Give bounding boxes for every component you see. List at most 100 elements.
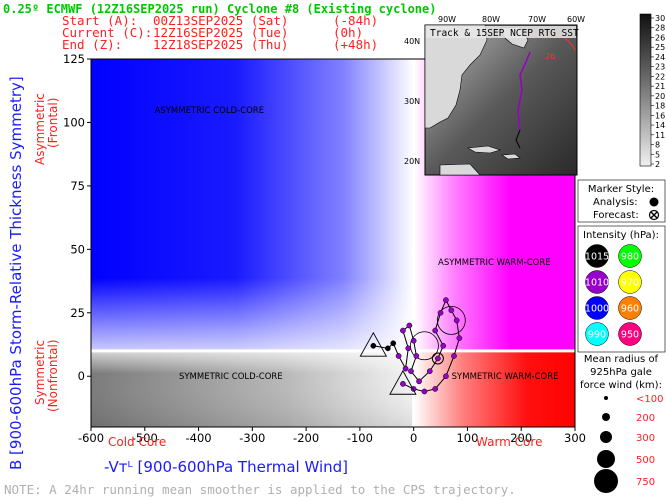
trajectory-segment [402,330,409,349]
end-label: End (Z): [62,37,122,52]
intensity-title: Intensity (hPa): [583,230,659,241]
trajectory-point [443,373,449,380]
region-label: SYMMETRIC WARM-CORE [452,372,559,382]
trajectory-segment [434,312,442,331]
trajectory-segment [434,330,444,347]
colorbar-tick-label: 30 [655,14,665,23]
trajectory-point [432,386,439,392]
radius-label: 750 [636,477,655,488]
intensity-swatch [618,270,642,294]
radius-label: <100 [636,394,663,405]
trajectory-point [400,327,406,334]
start-time: 00Z13SEP2025 (Sat) [153,13,288,28]
x-tick-label: -500 [132,431,158,445]
y-tick-label: 75 [70,179,85,193]
current-time: 12Z16SEP2025 (Tue) [153,25,288,40]
intensity-label: 1015 [585,252,609,263]
trajectory-point [406,322,413,329]
trajectory-point [437,309,444,316]
start-label: Start (A): [62,13,137,28]
trajectory-point [390,340,397,347]
y-tick-label: 0 [78,369,85,383]
y-tick-label: 50 [70,242,85,256]
start-offset: (-84h) [333,13,378,28]
colorbar-tick-label: 16 [655,111,665,120]
x-tick-label: 100 [456,431,478,445]
start-marker [359,331,388,357]
radius-swatch [597,450,615,468]
radius-swatch [600,431,612,443]
intensity-label: 980 [621,252,639,263]
wind-radius-circle [436,306,466,335]
intensity-items: 1015 980 1010 970 1000 960 990 950 [585,244,642,346]
y-tick-label: 100 [63,115,85,129]
map-lon-90w: 90W [438,15,456,24]
map-lon-80w: 80W [482,15,500,24]
trajectory-point [410,337,417,344]
radius-swatch [602,413,610,421]
x-tick-label: 200 [510,431,532,445]
axes: -600 -500 -400 -300 -200 -100 0 100 200 300 0 25 50 7… [63,52,586,445]
trajectory-point [432,327,439,334]
trajectory-point [370,342,377,349]
colorbar-ramp [639,13,652,167]
trajectory-point [400,381,406,387]
y-side-bottom-label: Symmetric [33,340,47,405]
y-tick-label: 25 [70,306,85,320]
intensity-swatch [618,322,642,346]
end-offset: (+48h) [333,37,378,52]
end-marker [389,369,417,395]
region-label: SYMMETRIC COLD-CORE [179,372,283,382]
colorbar-tick-label: 8 [655,141,660,150]
radius-items: <100 200 300 500 750 [594,394,663,493]
chart-title: 0.25º ECMWF (12Z16SEP2025 run) Cyclone #… [3,2,436,16]
region-label: ASYMMETRIC WARM-CORE [438,258,551,268]
colorbar-tick-label: 5 [655,150,660,159]
analysis-marker [649,197,659,207]
radius-title-2: 925hPa gale [590,367,652,378]
map-lat-20n: 20N [404,157,420,166]
x-tick-label: -200 [293,431,319,445]
y-side-top-sublabel: (Frontal) [46,98,60,148]
map-land-south [439,163,481,176]
footnote: NOTE: A 24hr running mean smoother is ap… [4,482,516,497]
radius-swatch [604,396,608,400]
colorbar-tick-label: 22 [655,72,665,81]
colorbar-tick-label: 24 [655,53,665,62]
intensity-label: 1000 [585,304,609,315]
trajectory-segment [445,355,455,377]
trajectory-segment [456,320,460,339]
trajectory-point [395,353,402,359]
header-rows: Start (A): 00Z13SEP2025 (Sat) (-84h) Cur… [62,13,378,52]
intensity-label: 950 [621,330,639,341]
legend: Marker Style: Analysis: Forecast: Intens… [577,179,666,493]
y-side-top-label: Asymmetric [33,93,47,165]
trajectory-point [448,307,455,314]
colorbar-tick-label: 21 [655,82,665,91]
y-axis-title: B [900-600hPa Storm-Relative Thickness S… [7,76,25,470]
trajectory-segment [405,348,409,369]
plot-background [91,59,575,427]
intensity-label: 970 [621,278,639,289]
trajectory-point [451,353,457,359]
map-land-caribbean [467,145,521,160]
radius-title-1: Mean radius of [584,354,659,365]
trajectory [359,297,466,395]
trajectory-segment [453,338,460,357]
analysis-label: Analysis: [593,197,638,208]
map-lon-60w: 60W [567,15,585,24]
radius-swatch [594,469,618,493]
intensity-swatch [585,322,609,346]
map-lat-30n: 30N [404,97,420,106]
radius-label: 500 [636,455,655,466]
intensity-swatch [585,296,609,320]
map-land-north-america [424,24,488,129]
x-tick-label: -400 [186,431,212,445]
colorbar-tick-label: 20 [655,92,665,101]
intensity-label: 1010 [585,278,609,289]
map-track-early [515,129,521,149]
radius-label: 300 [636,433,655,444]
region-label: ASYMMETRIC COLD-CORE [155,106,265,116]
